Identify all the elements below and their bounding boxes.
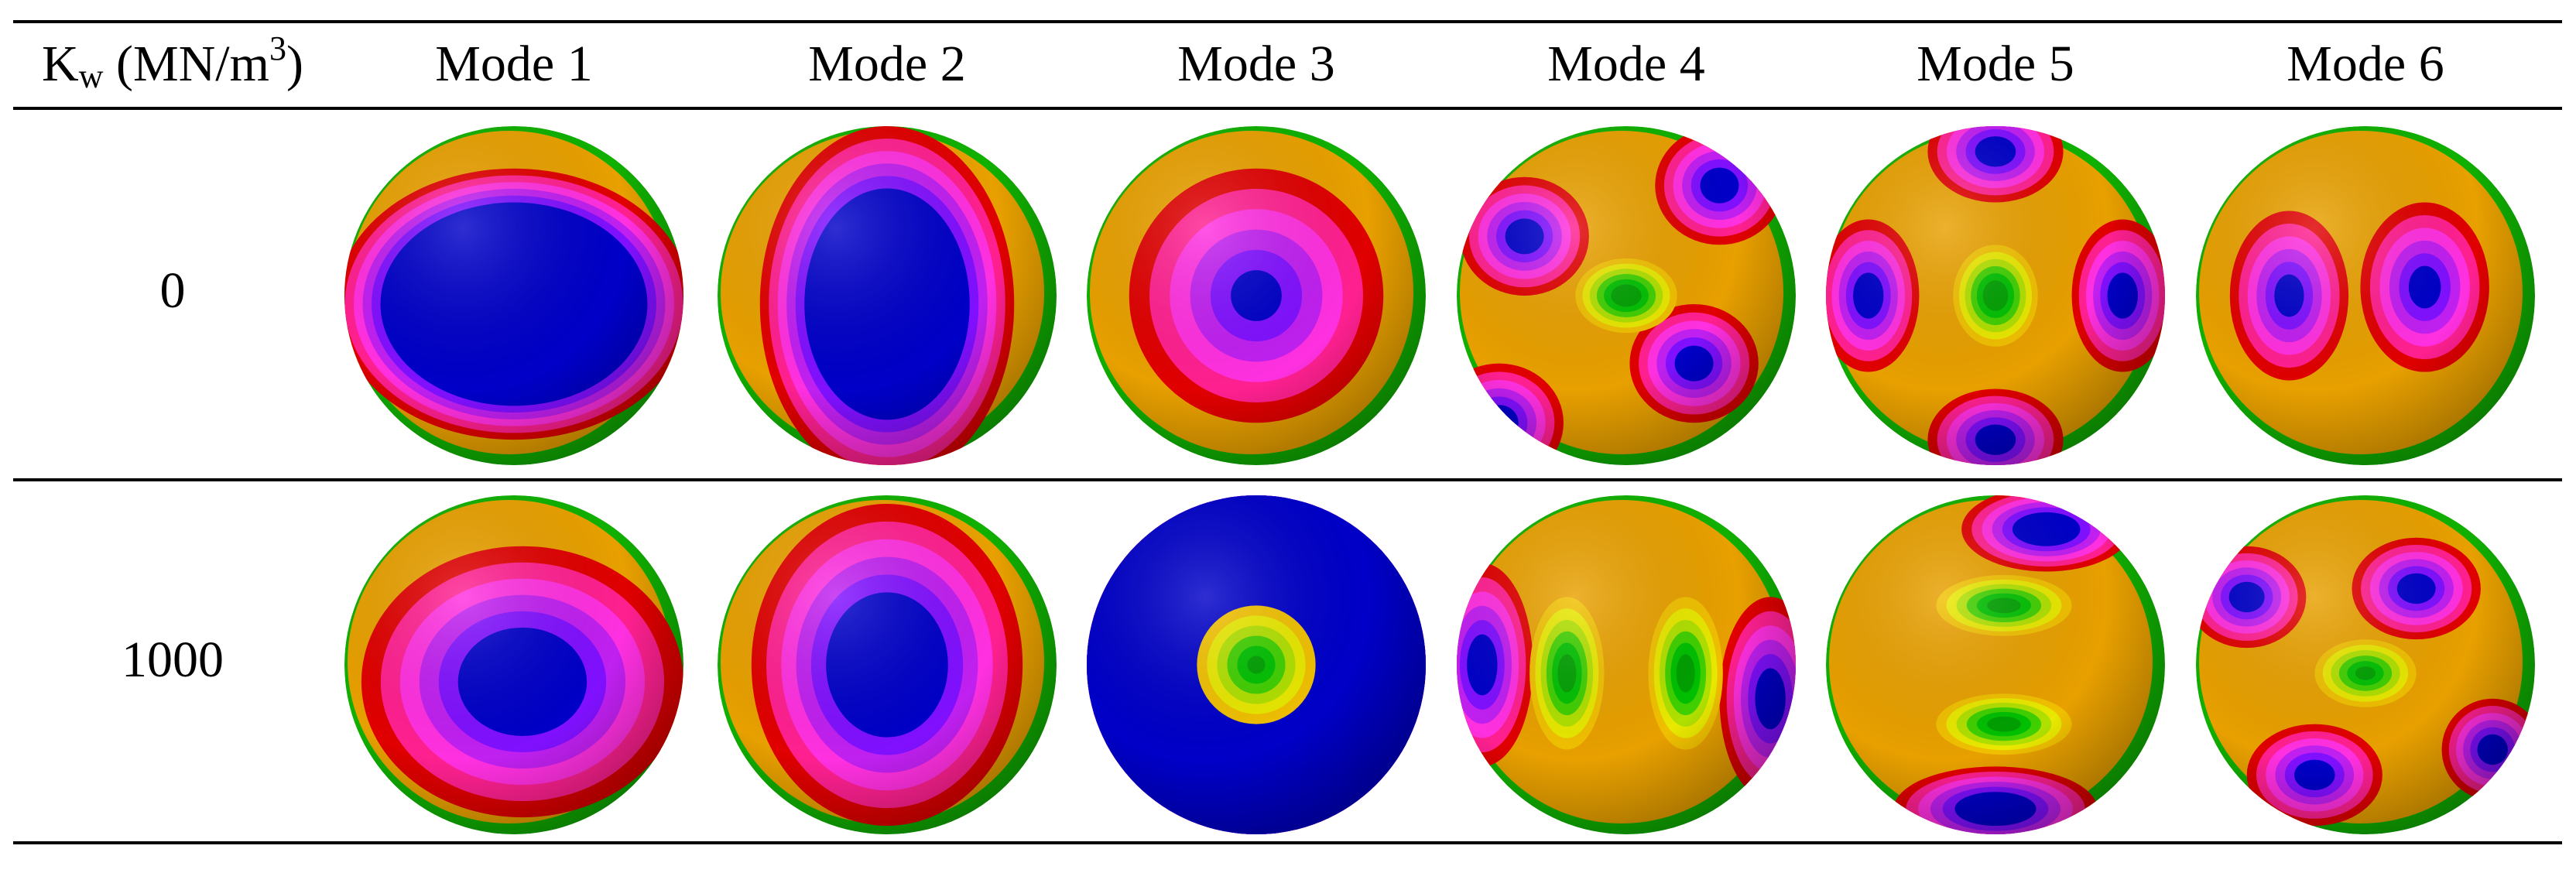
column-header: Mode 1: [435, 36, 592, 92]
sphere-shade: [2196, 126, 2535, 465]
sphere-shade: [344, 495, 683, 834]
column-header: Mode 6: [2287, 36, 2444, 92]
column-header: Mode 4: [1547, 36, 1704, 92]
sphere-shade: [1826, 495, 2165, 834]
mode-sphere: [2196, 495, 2535, 834]
sphere-shade: [1087, 495, 1426, 834]
sphere-shade: [1087, 126, 1426, 465]
symbol: K: [42, 36, 79, 92]
sphere-shade: [1457, 126, 1796, 465]
sphere-shade: [1457, 495, 1796, 834]
column-header: Mode 5: [1917, 36, 2074, 92]
sphere-shade: [718, 126, 1057, 465]
mode-sphere: [1826, 126, 2165, 465]
mode-sphere: [1457, 126, 1796, 465]
mode-sphere: [1087, 495, 1426, 834]
mode-sphere: [344, 126, 683, 465]
sphere-shade: [718, 495, 1057, 834]
header-label: Kw (MN/m3): [42, 29, 303, 95]
mode-sphere: [718, 495, 1057, 834]
mode-sphere: [2196, 126, 2535, 465]
superscript: 3: [269, 29, 286, 67]
sphere-shade: [344, 126, 683, 465]
mode-sphere: [1826, 495, 2165, 834]
row-label: 1000: [122, 632, 224, 688]
sphere-shade: [2196, 495, 2535, 834]
column-header: Mode 3: [1177, 36, 1334, 92]
mode-sphere: [1087, 126, 1426, 465]
sphere-shade: [1826, 126, 2165, 465]
unit: (MN/m: [103, 36, 269, 92]
mode-sphere: [718, 126, 1057, 465]
unit-close: ): [286, 36, 303, 92]
column-header: Mode 2: [808, 36, 965, 92]
row-label: 0: [160, 262, 186, 319]
mode-sphere: [344, 495, 683, 834]
mode-sphere: [1457, 495, 1796, 834]
subscript: w: [79, 57, 104, 95]
